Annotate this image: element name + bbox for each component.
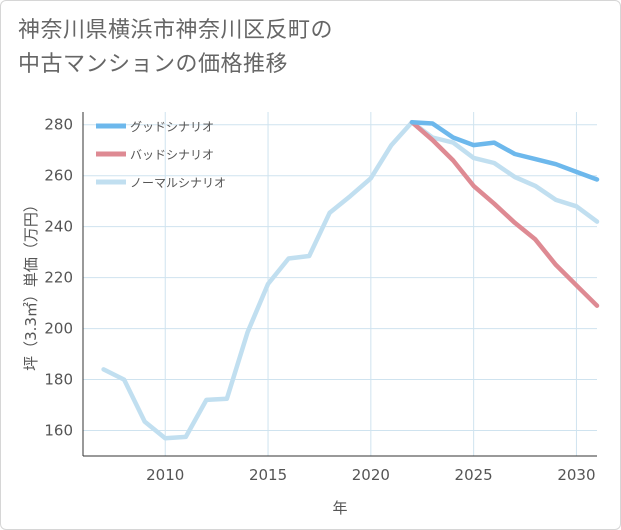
y-tick-label: 220 [44, 269, 73, 287]
x-tick-label: 2010 [146, 466, 184, 484]
y-tick-label: 160 [44, 422, 73, 440]
y-tick-label: 260 [44, 167, 73, 185]
x-tick-label: 2015 [249, 466, 287, 484]
y-tick-label: 180 [44, 371, 73, 389]
legend-label: グッドシナリオ [130, 120, 214, 134]
chart-title-line2: 中古マンションの価格推移 [18, 52, 289, 77]
legend-label: ノーマルシナリオ [130, 176, 226, 190]
series-line-2 [101, 119, 600, 441]
grid [83, 112, 597, 456]
chart-title: 神奈川県横浜市神奈川区反町の 中古マンションの価格推移 [18, 14, 333, 82]
y-tick-label: 280 [44, 116, 73, 134]
series-line-0 [409, 119, 600, 182]
x-tick-label: 2020 [352, 466, 390, 484]
y-tick-label: 200 [44, 320, 73, 338]
x-tick-label: 2030 [557, 466, 595, 484]
series-lines [101, 119, 600, 441]
chart-title-line1: 神奈川県横浜市神奈川区反町の [18, 18, 334, 43]
y-axis-label: 坪（3.3㎡）単価（万円） [22, 197, 40, 371]
x-axis-label: 年 [332, 499, 347, 517]
axes: 2010 2015 2020 2025 2030 160 180 200 220 240 260 28… [44, 112, 597, 484]
x-tick-label: 2025 [455, 466, 493, 484]
y-tick-label: 240 [44, 218, 73, 236]
legend-label: バッドシナリオ [130, 148, 214, 162]
series-line-1 [409, 119, 600, 308]
